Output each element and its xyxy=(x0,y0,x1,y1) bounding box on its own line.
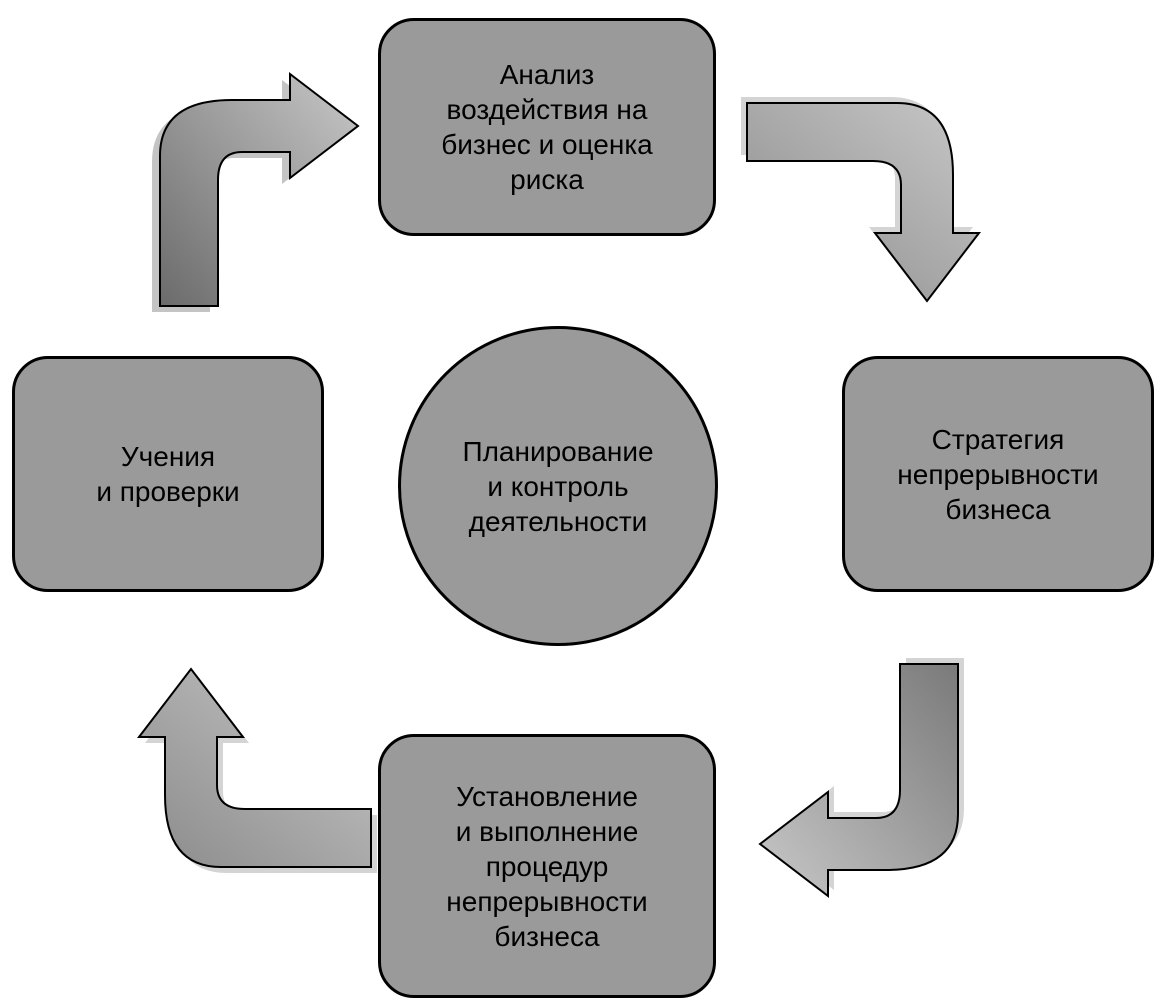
node-left: Ученияи проверки xyxy=(12,356,324,592)
arrow-right-to-bottom xyxy=(756,660,986,900)
node-top: Анализвоздействия набизнес и оценкариска xyxy=(378,18,716,236)
arrow-left-to-top xyxy=(132,70,362,310)
node-top-label: Анализвоздействия набизнес и оценкариска xyxy=(441,57,653,197)
node-right: Стратегиянепрерывностибизнеса xyxy=(842,356,1154,592)
node-right-label: Стратегиянепрерывностибизнеса xyxy=(897,422,1098,527)
arrow-bottom-to-left xyxy=(140,660,370,900)
center-node: Планированиеи контрольдеятельности xyxy=(398,326,718,646)
center-node-label: Планированиеи контрольдеятельности xyxy=(462,434,653,539)
node-bottom: Установлениеи выполнениепроцедурнепрерыв… xyxy=(378,734,716,998)
cycle-diagram: Планированиеи контрольдеятельности Анали… xyxy=(0,0,1167,1007)
node-left-label: Ученияи проверки xyxy=(96,439,239,509)
arrow-top-to-right xyxy=(748,70,978,310)
node-bottom-label: Установлениеи выполнениепроцедурнепрерыв… xyxy=(446,779,647,954)
